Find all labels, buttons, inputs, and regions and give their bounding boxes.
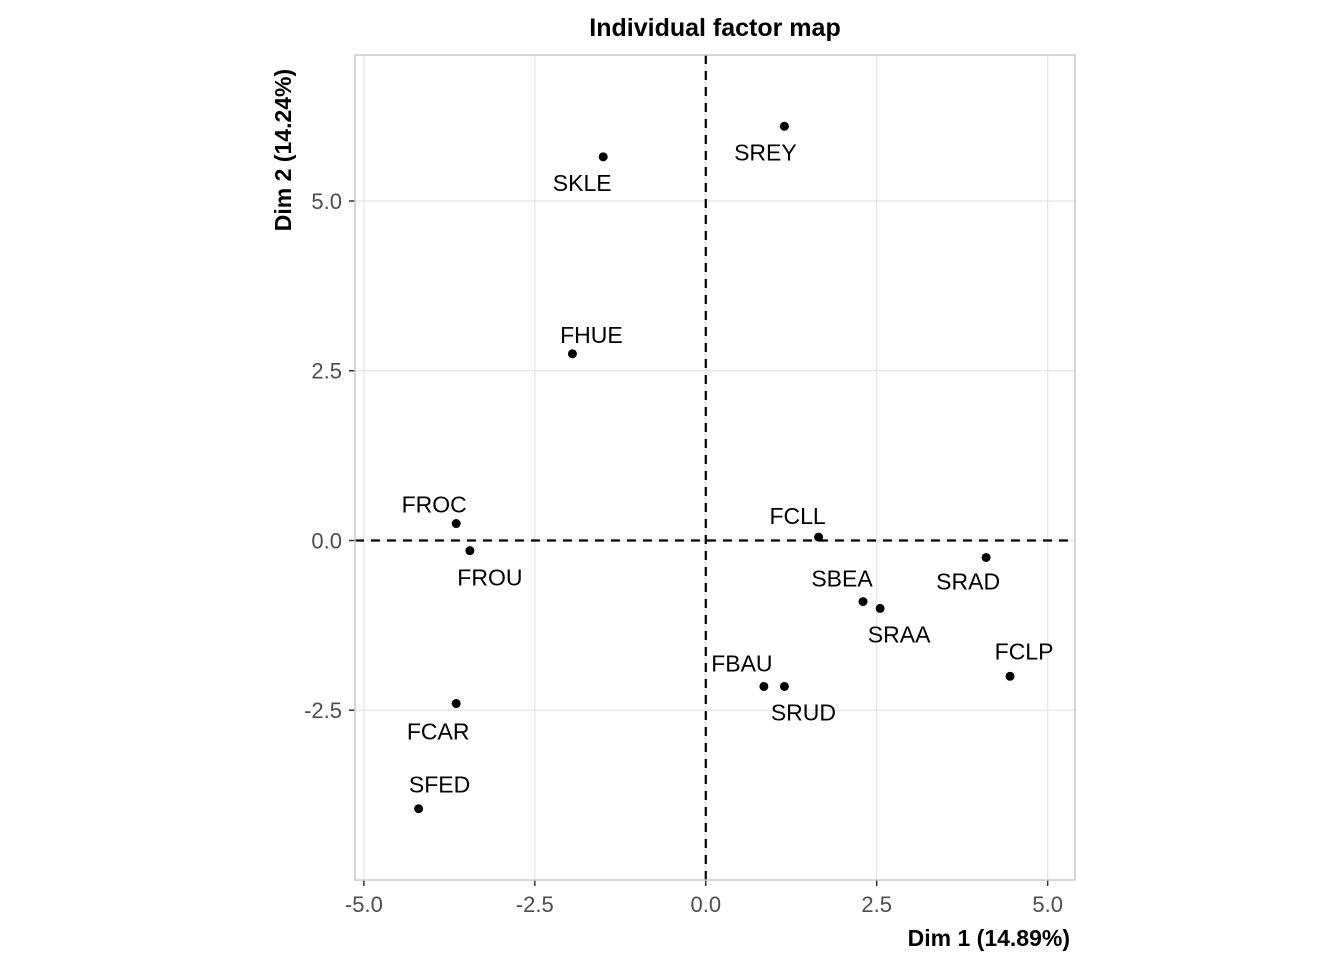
x-axis-tick-label: -5.0 — [345, 892, 383, 917]
data-point — [779, 681, 789, 691]
point-label: FCAR — [407, 718, 470, 744]
data-point — [779, 121, 789, 131]
data-point — [598, 152, 608, 162]
x-axis-tick-label: 0.0 — [690, 892, 721, 917]
panel-layer — [355, 55, 1075, 880]
point-label: SKLE — [553, 170, 612, 196]
point-label: SRUD — [771, 699, 836, 725]
plot-panel-background — [355, 55, 1075, 880]
panel-border-layer — [354, 54, 1076, 881]
data-point — [759, 681, 769, 691]
point-label: SREY — [734, 139, 797, 165]
data-point — [1005, 671, 1015, 681]
y-axis-title: Dim 2 (14.24%) — [270, 69, 296, 231]
data-point — [981, 552, 991, 562]
y-axis-tick-label: 2.5 — [311, 359, 342, 384]
data-point — [567, 349, 577, 359]
y-axis-tick-label: 0.0 — [311, 528, 342, 553]
data-point — [858, 597, 868, 607]
point-label: SRAA — [868, 621, 931, 647]
x-axis-tick-label: 2.5 — [861, 892, 892, 917]
x-axis-tick-label: 5.0 — [1032, 892, 1063, 917]
data-point — [414, 804, 424, 814]
point-label: SRAD — [936, 568, 1000, 594]
x-axis-title: Dim 1 (14.89%) — [908, 925, 1070, 951]
point-label: SFED — [409, 772, 470, 798]
point-label: FCLL — [769, 503, 825, 529]
x-axis-tick-label: -2.5 — [516, 892, 554, 917]
data-point — [814, 532, 824, 542]
axes-layer: -5.0 -2.5 0.0 2.5 5.0 -2.5 0.0 2.5 5.0 — [304, 189, 1063, 917]
point-label: SBEA — [811, 566, 873, 592]
data-point — [465, 546, 475, 556]
data-point — [875, 603, 885, 613]
point-label: FROC — [402, 492, 467, 518]
data-point — [451, 698, 461, 708]
point-label: FCLP — [995, 638, 1054, 664]
data-point — [451, 519, 461, 529]
zero-lines-layer — [355, 55, 1075, 880]
data-marks-layer: SREY SKLE FHUE FROC FROU FCLL SBEA SRAA SRAD FCLP… — [402, 121, 1054, 814]
chart-title: Individual factor map — [589, 14, 840, 42]
point-label: FHUE — [560, 322, 623, 348]
plot-panel-border — [354, 54, 1076, 881]
point-label: FBAU — [711, 650, 772, 676]
y-axis-tick-label: 5.0 — [311, 189, 342, 214]
y-axis-tick-label: -2.5 — [304, 698, 342, 723]
point-label: FROU — [457, 565, 522, 591]
